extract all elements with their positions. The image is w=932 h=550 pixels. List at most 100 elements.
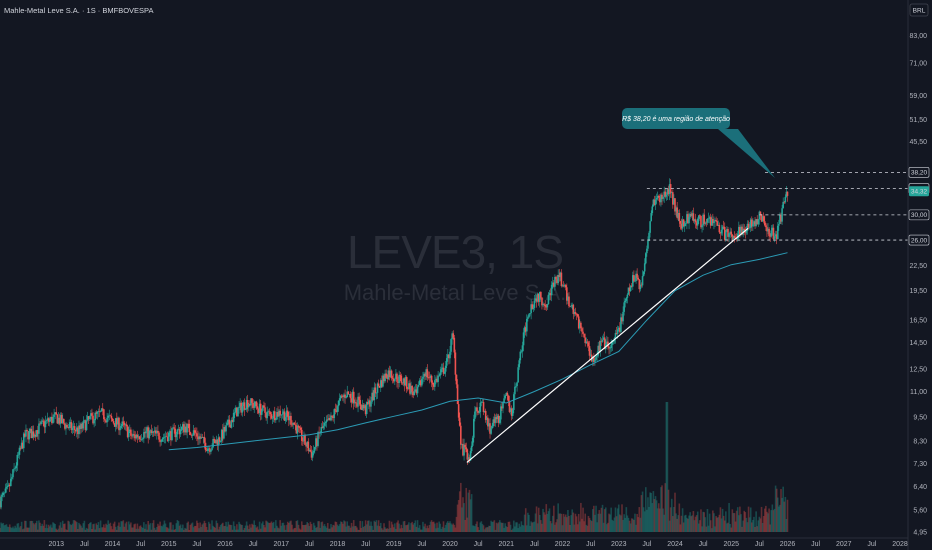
currency-button[interactable]: BRL xyxy=(909,3,929,17)
candle xyxy=(92,411,94,425)
candle xyxy=(650,210,653,222)
candle xyxy=(620,313,622,335)
volume-bar xyxy=(733,513,736,532)
candle xyxy=(557,269,559,286)
candle xyxy=(66,422,68,428)
volume-bar xyxy=(205,526,208,532)
volume-bar xyxy=(359,520,362,532)
volume-bar xyxy=(551,515,554,532)
volume-bar xyxy=(625,507,628,532)
candle xyxy=(708,215,711,224)
volume-bar xyxy=(22,528,25,532)
candle xyxy=(760,214,763,222)
volume-bar xyxy=(581,518,583,532)
volume-bar xyxy=(146,529,148,532)
candle xyxy=(316,435,318,451)
level-price-label[interactable]: 38,20 xyxy=(908,167,930,178)
candle xyxy=(553,279,555,288)
volume-bar xyxy=(528,514,530,532)
candle xyxy=(680,218,683,231)
candle xyxy=(109,414,112,417)
volume-bar xyxy=(511,528,514,532)
volume-bar xyxy=(745,517,748,532)
y-tick-label: 14,50 xyxy=(909,340,927,347)
volume-bar xyxy=(133,524,135,532)
level-price-label[interactable]: 26,00 xyxy=(908,234,930,246)
candle xyxy=(659,194,661,206)
volume-bar xyxy=(82,523,85,532)
volume-bar xyxy=(199,522,201,532)
candle xyxy=(683,221,686,233)
candle xyxy=(7,482,10,487)
volume-bar xyxy=(638,507,641,532)
volume-bar xyxy=(304,525,306,532)
volume-bar xyxy=(224,525,226,532)
candle xyxy=(366,398,369,405)
y-axis[interactable]: 95,0083,0071,0059,0051,5045,5038,2034,83… xyxy=(908,9,930,536)
volume-bar xyxy=(416,520,419,532)
candle xyxy=(124,423,127,431)
candle xyxy=(451,331,453,345)
volume-bar xyxy=(315,527,317,532)
candle xyxy=(511,407,514,420)
trendline[interactable] xyxy=(466,227,749,463)
candle xyxy=(376,382,379,399)
annotation-callout[interactable]: R$ 38,20 é uma região de atenção xyxy=(622,108,775,178)
volume-bar xyxy=(695,515,698,532)
candle xyxy=(346,385,349,398)
x-tick-label: Jul xyxy=(305,541,314,548)
volume-bar xyxy=(249,524,251,532)
volume-bar xyxy=(371,525,373,532)
candle xyxy=(193,427,196,437)
candle xyxy=(98,405,101,418)
volume-bar xyxy=(270,521,273,532)
x-axis[interactable]: 2013 Jul 2014 Jul 2015 Jul 2016 Jul 2017 Jul 2018 J… xyxy=(48,541,907,548)
candle xyxy=(442,362,445,377)
x-tick-label: Jul xyxy=(530,541,539,548)
volume-bar xyxy=(598,510,601,532)
volume-bar xyxy=(278,528,280,532)
volume-bar xyxy=(343,520,345,532)
volume-bar xyxy=(112,523,115,532)
horizontal-levels xyxy=(641,171,908,241)
volume-bar xyxy=(186,522,188,532)
volume-bar xyxy=(403,521,406,532)
volume-bar xyxy=(309,521,312,532)
candle xyxy=(295,422,298,434)
volume-bar xyxy=(127,521,130,532)
volume-bar xyxy=(268,522,271,532)
volume-bar xyxy=(166,527,169,532)
level-price-label[interactable]: 30,00 xyxy=(908,209,930,221)
volume-bar xyxy=(545,504,548,532)
volume-bar xyxy=(489,525,491,532)
candle xyxy=(374,383,377,397)
volume-bar xyxy=(440,528,443,532)
candle xyxy=(558,269,561,282)
volume-bar xyxy=(550,523,553,532)
volume-bar xyxy=(647,497,649,532)
candle xyxy=(324,420,327,427)
candle xyxy=(615,326,618,335)
volume-bar xyxy=(641,491,644,532)
candle xyxy=(203,431,206,449)
volume-bar xyxy=(377,520,380,532)
candle xyxy=(626,293,629,304)
last-price-label[interactable]: 34,32 xyxy=(909,186,929,197)
volume-bar xyxy=(699,520,701,532)
candle xyxy=(497,413,500,428)
x-tick-label: Jul xyxy=(699,541,708,548)
volume-bar xyxy=(780,489,782,532)
candle xyxy=(416,384,419,398)
candle xyxy=(162,433,165,443)
volume-bar xyxy=(758,516,761,532)
volume-bar xyxy=(369,525,371,532)
candle xyxy=(545,304,548,312)
volume-bar xyxy=(121,521,124,532)
volume-bar xyxy=(33,524,36,532)
volume-bar xyxy=(37,529,39,532)
candle xyxy=(573,308,576,317)
candle xyxy=(774,230,777,239)
candle xyxy=(139,435,142,442)
volume-bar xyxy=(383,523,385,532)
